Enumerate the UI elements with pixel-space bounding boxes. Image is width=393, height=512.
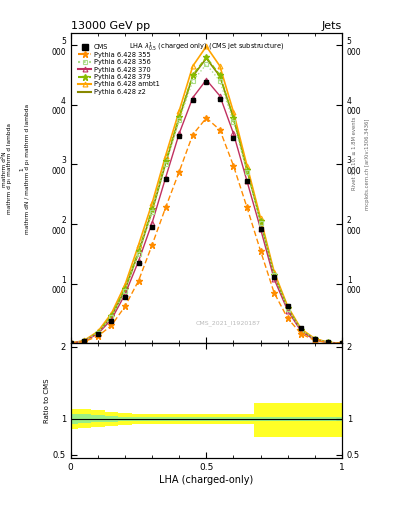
Text: 13000 GeV pp: 13000 GeV pp bbox=[71, 21, 150, 31]
Text: mcplots.cern.ch [arXiv:1306.3436]: mcplots.cern.ch [arXiv:1306.3436] bbox=[365, 118, 371, 209]
X-axis label: LHA (charged-only): LHA (charged-only) bbox=[159, 475, 253, 485]
Legend: CMS, Pythia 6.428 355, Pythia 6.428 356, Pythia 6.428 370, Pythia 6.428 379, Pyt: CMS, Pythia 6.428 355, Pythia 6.428 356,… bbox=[77, 43, 161, 96]
Text: LHA $\lambda^{1}_{0.5}$ (charged only) (CMS jet substructure): LHA $\lambda^{1}_{0.5}$ (charged only) (… bbox=[129, 41, 284, 54]
Text: Rivet 3.1.10, ≥ 1.8M events: Rivet 3.1.10, ≥ 1.8M events bbox=[352, 117, 357, 190]
Text: CMS_2021_I1920187: CMS_2021_I1920187 bbox=[196, 321, 261, 326]
Y-axis label: Ratio to CMS: Ratio to CMS bbox=[44, 378, 50, 423]
Text: Jets: Jets bbox=[321, 21, 342, 31]
Text: mathrm d²N
mathrm d pₜ mathrm d lambda

1
mathrm dN / mathrm d pₜ mathrm d lambd: mathrm d²N mathrm d pₜ mathrm d lambda 1… bbox=[2, 104, 30, 234]
